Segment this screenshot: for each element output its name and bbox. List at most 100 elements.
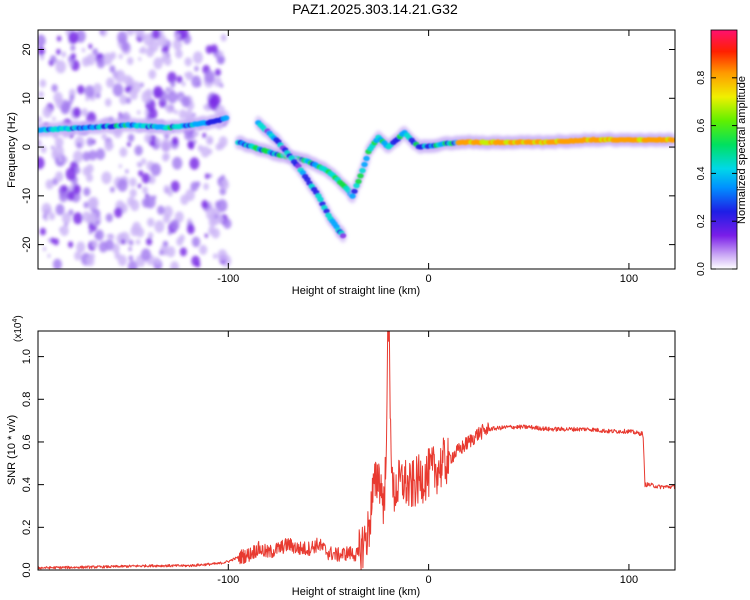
noise-speckle [191,255,200,267]
snr-ytick-label: 0.4 [21,477,33,492]
noise-speckle [141,173,151,184]
noise-speckle [217,249,228,262]
ridge-cell [339,233,347,239]
noise-speckle [88,229,93,235]
noise-speckle [127,77,135,86]
noise-speckle [70,53,76,60]
ridge-cell [669,137,675,143]
noise-speckle [210,44,218,54]
noise-speckle [163,214,171,224]
noise-speckle [144,134,152,143]
noise-speckle [125,112,130,118]
noise-speckle [216,54,225,65]
noise-speckle [167,230,172,236]
noise-speckle [155,137,161,145]
noise-speckle [200,146,210,158]
spectrogram-xtick-label: 100 [620,273,638,285]
noise-speckle [119,147,128,158]
noise-speckle [130,225,139,237]
noise-speckle [140,248,151,261]
noise-speckle [134,145,143,156]
snr-series-line [38,331,675,570]
noise-speckle [179,30,189,39]
noise-speckle [201,199,209,209]
noise-speckle [95,148,106,160]
noise-speckle [99,30,104,35]
noise-speckle [45,179,54,190]
colorbar-ticks: 0.0 0.2 0.4 0.6 0.8 [696,70,737,276]
noise-speckle [118,164,122,169]
noise-speckle [101,133,107,141]
noise-speckle [215,200,221,208]
noise-speckle [56,48,61,55]
noise-speckle [191,236,201,248]
noise-speckle [170,219,180,231]
noise-speckle [61,212,72,224]
noise-speckle [38,139,42,148]
noise-speckle [170,80,176,88]
ridge-cell [361,161,368,168]
colorbar-tick-label: 0.6 [696,118,707,132]
snr-ytick-label: 0.8 [21,392,33,407]
ridge-cell [317,196,324,202]
noise-speckle [174,32,181,40]
noise-speckle [91,239,98,248]
noise-speckle [192,113,196,117]
noise-speckle [210,93,221,107]
noise-speckle [147,217,155,227]
noise-speckle [157,205,165,215]
noise-speckle [203,104,208,110]
noise-speckle [77,85,85,95]
noise-speckle [109,65,116,73]
snr-xtick-label: 100 [620,574,638,586]
noise-speckle [51,149,57,156]
noise-speckle [140,82,144,88]
noise-speckle [181,81,186,87]
noise-speckle [205,135,214,145]
noise-speckle [70,44,76,52]
noise-speckle [55,203,65,216]
noise-speckle [160,138,172,152]
spectrogram-ytick-label: -10 [21,188,33,204]
noise-speckle [59,191,68,203]
noise-speckle [60,102,70,115]
noise-speckle [213,77,222,87]
noise-speckle [154,257,160,263]
snr-xtick-label: -100 [217,574,239,586]
noise-speckle [219,83,224,88]
noise-speckle [220,174,225,180]
noise-speckle [52,258,62,269]
noise-speckle [179,247,187,257]
noise-speckle [142,186,149,194]
noise-speckle [148,39,159,53]
noise-speckles [38,30,232,269]
noise-speckle [129,188,137,198]
noise-speckle [194,65,199,72]
noise-speckle [150,163,161,176]
noise-speckle [81,47,86,53]
noise-speckle [114,207,123,218]
noise-speckle [68,209,74,216]
noise-speckle [206,208,216,220]
noise-speckle [215,143,222,151]
ridge-cell [363,155,370,162]
noise-speckle [174,211,184,223]
noise-speckle [153,86,163,99]
snr-ytick-label: 0.2 [21,520,33,535]
ridge-cell [355,178,362,185]
noise-speckle [95,220,100,226]
noise-speckle [111,243,120,254]
snr-ytick-label: 1.0 [21,349,33,364]
noise-speckle [138,170,144,177]
noise-speckle [176,237,184,246]
noise-speckle [167,90,178,104]
ridge-strong-band [454,131,675,151]
noise-speckle [204,233,209,238]
noise-speckle [145,88,153,98]
noise-speckle [69,94,75,101]
noise-speckle [65,167,77,181]
noise-speckle [204,70,215,84]
noise-speckle [208,217,217,228]
snr-scale-label: (x104) [12,315,24,342]
